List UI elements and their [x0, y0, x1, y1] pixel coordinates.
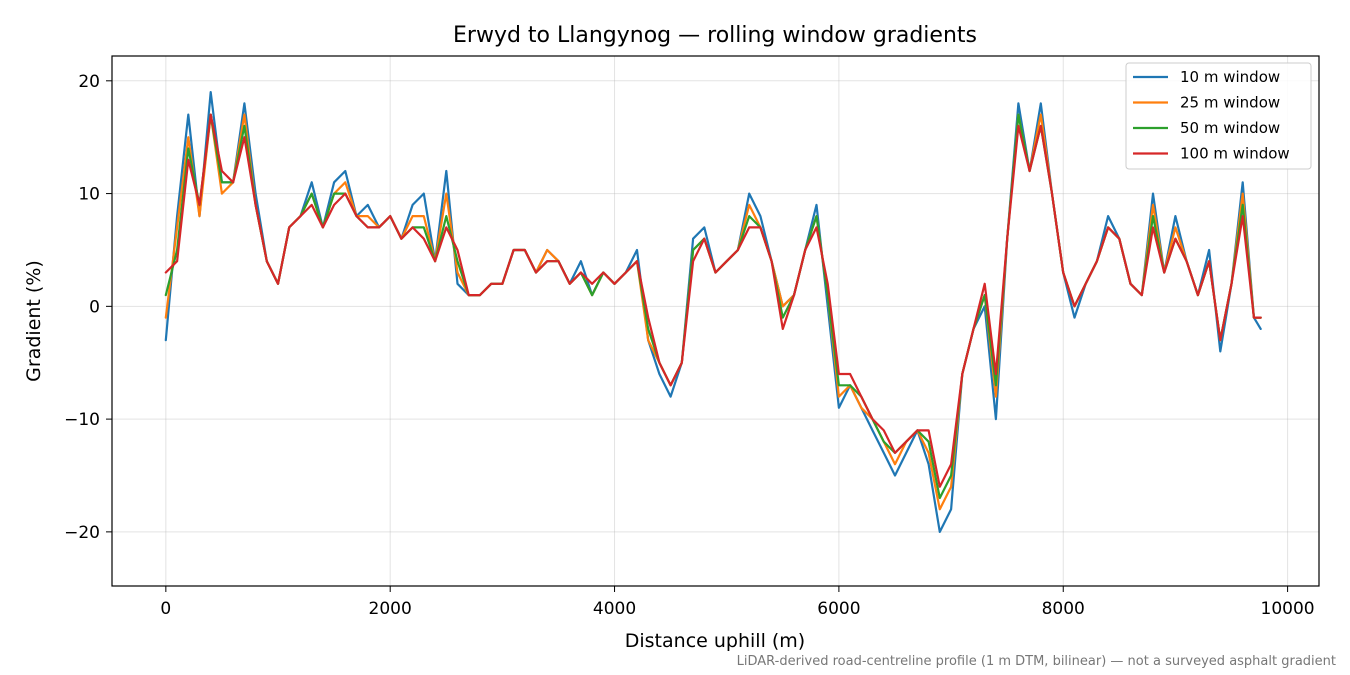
y-tick-label: 20 [78, 72, 100, 92]
grid [112, 56, 1319, 586]
legend-label: 10 m window [1180, 68, 1280, 86]
y-axis-label: Gradient (%) [23, 260, 45, 382]
legend-label: 50 m window [1180, 119, 1280, 137]
x-tick-label: 6000 [817, 599, 860, 619]
chart-title: Erwyd to Llangynog — rolling window grad… [453, 23, 977, 48]
x-axis-label: Distance uphill (m) [625, 630, 805, 652]
series-line-4 [164, 113, 1262, 488]
x-tick-label: 4000 [593, 599, 636, 619]
legend-box [1125, 62, 1312, 170]
y-tick-label: 10 [78, 185, 100, 205]
legend-label: 100 m window [1180, 145, 1290, 163]
legend-items: 10 m window 25 m window 50 m window 100 m w… [1133, 68, 1290, 163]
x-tick-label: 10000 [1261, 599, 1315, 619]
x-tick-label: 8000 [1042, 599, 1085, 619]
x-tick-label: 2000 [369, 599, 412, 619]
y-tick-label: 0 [89, 297, 100, 317]
series-lines [164, 91, 1262, 533]
plot-frame [111, 55, 1320, 587]
legend: 10 m window 25 m window 50 m window 100 m w… [1125, 62, 1312, 170]
y-tick-label: −10 [64, 410, 100, 430]
x-axis-ticks: 0 2000 4000 6000 8000 10000 [160, 586, 1315, 619]
y-axis-ticks: −20 −10 0 10 20 [64, 72, 112, 543]
legend-label: 25 m window [1180, 94, 1280, 112]
x-tick-label: 0 [160, 599, 171, 619]
y-tick-label: −20 [64, 523, 100, 543]
footnote: LiDAR-derived road-centreline profile (1… [737, 654, 1336, 669]
